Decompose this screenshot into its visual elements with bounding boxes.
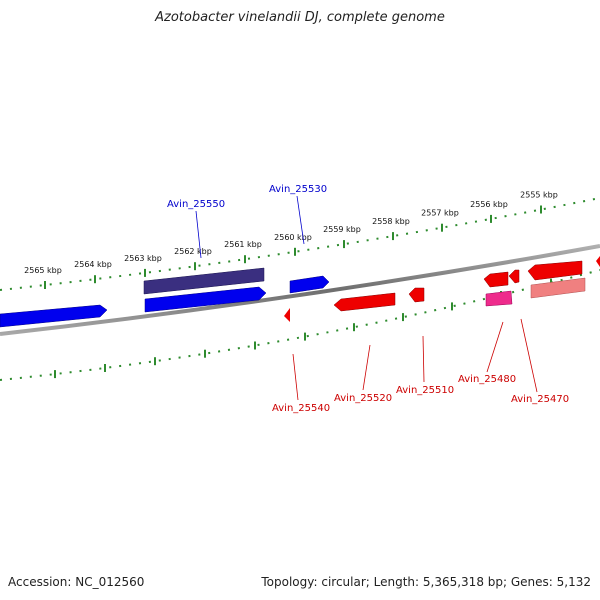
gene-label-avin-25480[interactable]: Avin_25480 <box>458 374 516 385</box>
gene-arrow-reverse-avin-25470[interactable] <box>527 260 583 281</box>
gene-label-avin-25510[interactable]: Avin_25510 <box>396 385 454 396</box>
scale-tick-label: 2560 kbp <box>274 233 312 242</box>
leader-avin-25550 <box>195 210 202 259</box>
gene-arrow-forward-avin-25550-dark[interactable] <box>143 267 265 295</box>
scale-labels: 2565 kbp 2564 kbp 2563 kbp 2562 kbp 2561 kbp… <box>24 191 558 276</box>
leader-avin-25480 <box>486 321 504 373</box>
gene-arrow-forward-1[interactable] <box>0 304 108 328</box>
gene-arrow-reverse-avin-25540[interactable] <box>284 308 290 322</box>
scale-tick-label: 2563 kbp <box>124 254 162 263</box>
gene-arrow-reverse-pink[interactable] <box>485 290 513 307</box>
gene-arrow-reverse-edge[interactable] <box>596 256 600 267</box>
scale-tick-label: 2564 kbp <box>74 260 112 269</box>
reverse-genes <box>284 256 600 322</box>
leader-avin-25540 <box>292 353 299 401</box>
leader-avin-25530 <box>296 195 305 245</box>
gene-label-avin-25530[interactable]: Avin_25530 <box>269 184 327 195</box>
leader-avin-25520 <box>362 344 371 391</box>
scale-tick-label: 2565 kbp <box>24 266 62 275</box>
gene-arrow-reverse-avin-25480[interactable] <box>483 271 509 288</box>
label-leaders <box>195 195 538 401</box>
accession-text: Accession: NC_012560 <box>8 575 145 589</box>
topology-text: Topology: circular; Length: 5,365,318 bp… <box>261 575 591 589</box>
gene-label-avin-25540[interactable]: Avin_25540 <box>272 403 330 414</box>
gene-arrow-reverse-avin-25520[interactable] <box>333 292 396 312</box>
gene-arrow-forward-avin-25550[interactable] <box>144 286 267 313</box>
genome-title: Azotobacter vinelandii DJ, complete geno… <box>155 10 445 25</box>
genome-backbone <box>0 244 600 336</box>
scale-tick-label: 2559 kbp <box>323 225 361 234</box>
gene-arrow-reverse-avin-25470-light[interactable] <box>530 277 586 299</box>
gene-arrow-forward-avin-25530[interactable] <box>289 275 330 294</box>
gene-label-avin-25550[interactable]: Avin_25550 <box>167 199 225 210</box>
scale-tick-label: 2561 kbp <box>224 240 262 249</box>
gene-label-avin-25470[interactable]: Avin_25470 <box>511 394 569 405</box>
gene-label-avin-25520[interactable]: Avin_25520 <box>334 393 392 404</box>
gene-arrow-reverse-avin-25510[interactable] <box>408 287 425 303</box>
scale-tick-label: 2556 kbp <box>470 200 508 209</box>
leader-avin-25510 <box>422 335 425 383</box>
gene-arrow-reverse-small[interactable] <box>508 269 520 284</box>
scale-tick-label: 2558 kbp <box>372 217 410 226</box>
leader-avin-25470 <box>520 318 538 393</box>
scale-tick-label: 2562 kbp <box>174 247 212 256</box>
forward-genes <box>0 267 330 328</box>
scale-ruler-top <box>0 197 600 291</box>
scale-tick-label: 2557 kbp <box>421 209 459 218</box>
scale-tick-label: 2555 kbp <box>520 191 558 200</box>
